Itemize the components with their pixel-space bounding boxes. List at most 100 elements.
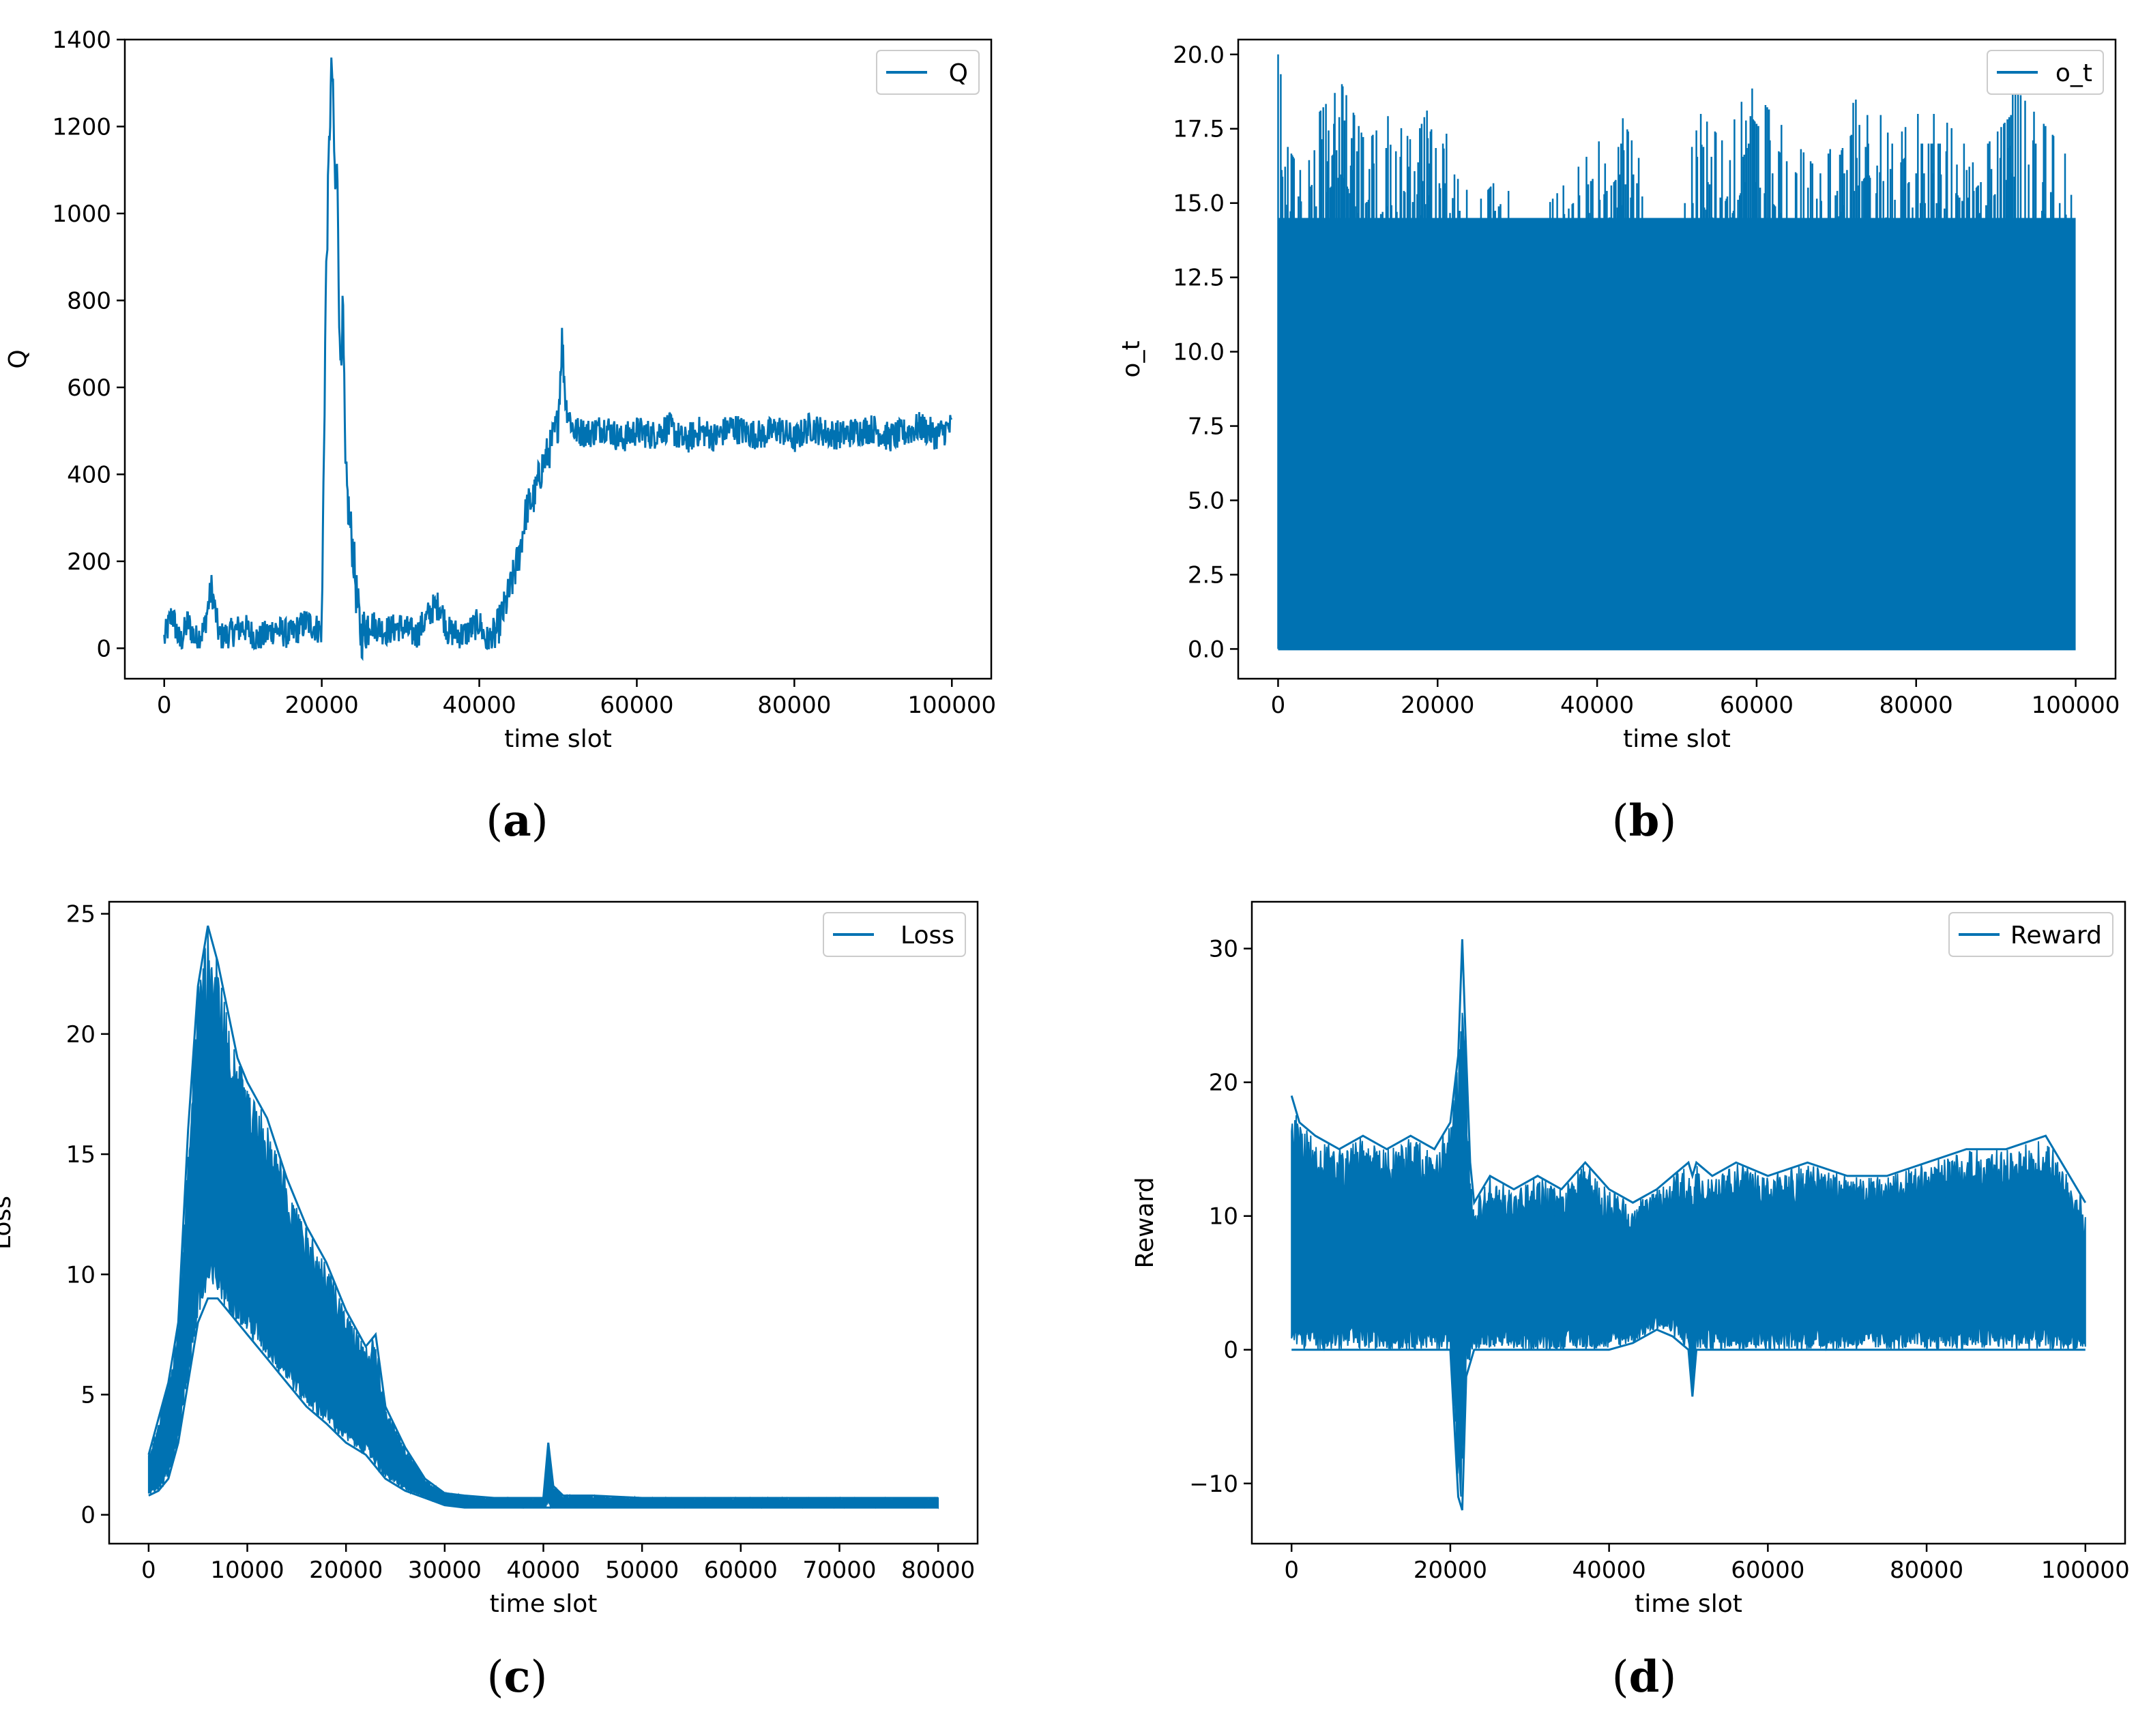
y-tick-label: 600 [67,374,111,402]
legend: o_t [1987,50,2104,95]
y-tick-label: 17.5 [1173,116,1225,143]
y-tick-label: 400 [67,461,111,488]
caption-paren-close: ) [530,1652,547,1703]
x-tick-label: 80000 [757,692,831,719]
caption-letter: c [504,1651,531,1703]
legend: Q [876,50,980,95]
x-tick-label: 40000 [1560,692,1634,719]
y-axis-label: Reward [1131,1177,1159,1268]
x-tick-label: 0 [1271,692,1286,719]
series-band-loss [147,927,939,1510]
y-tick-label: 12.5 [1173,265,1225,292]
caption-letter: d [1629,1651,1660,1703]
y-tick-label: 800 [67,287,111,314]
series-upper-reward [1290,939,2087,1206]
y-tick-label: 25 [66,901,96,928]
x-axis-label: time slot [504,725,612,753]
x-tick-label: 10000 [210,1557,284,1584]
caption-letter: a [503,795,531,847]
x-tick-label: 100000 [907,692,996,719]
y-tick-label: 20 [66,1021,96,1048]
panel-d: 0 20000 40000 60000 80000 100000 −10 0 10 20 30 tim… [1131,900,2130,1703]
y-tick-label: 10 [66,1261,96,1289]
series-band-reward [1291,1012,2086,1497]
y-tick-label: 10.0 [1173,339,1225,366]
caption-paren-close: ) [1659,796,1676,847]
x-axis-label: time slot [1623,725,1731,753]
x-tick-label: 30000 [408,1557,482,1584]
axes-frame [1237,38,2117,680]
axes-frame [1250,900,2126,1545]
x-tick-label: 40000 [506,1557,580,1584]
x-tick-label: 20000 [309,1557,383,1584]
x-tick-label: 20000 [1401,692,1474,719]
legend-label: o_t [2055,59,2092,87]
y-tick-label: 7.5 [1188,413,1225,441]
x-tick-label: 60000 [1720,692,1794,719]
axes-frame [123,38,993,680]
y-tick-label: 10 [1209,1203,1238,1231]
caption-paren-close: ) [1659,1652,1676,1703]
x-tick-label: 0 [141,1557,156,1584]
y-tick-label: 15 [66,1141,96,1168]
x-tick-label: 80000 [1879,692,1953,719]
x-tick-label: 40000 [442,692,516,719]
x-axis-label: time slot [490,1590,598,1618]
legend-box [823,912,966,957]
panel-b: 0 20000 40000 60000 80000 100000 0.0 2.5 5.0 7.5 1… [1117,38,2120,847]
caption-paren-open: ( [487,1652,504,1703]
y-tick-label: 1400 [52,27,111,54]
series-lower-reward [1291,1328,2086,1511]
legend-box [1987,50,2104,95]
legend: Loss [823,912,966,957]
panel-caption: (d) [1612,1651,1677,1703]
x-tick-label: 100000 [2041,1557,2130,1584]
series-line-q [163,57,953,662]
legend-label: Q [949,59,968,87]
y-tick-label: 200 [67,548,111,576]
legend-box [876,50,980,95]
y-tick-label: 2.5 [1188,561,1225,589]
x-tick-label: 0 [157,692,172,719]
y-tick-label: 30 [1209,936,1238,963]
caption-paren-open: ( [486,796,503,847]
x-tick-label: 70000 [802,1557,876,1584]
legend-label: Loss [901,922,954,950]
y-axis-label: o_t [1117,340,1145,377]
y-axis-label: Q [4,349,32,368]
y-tick-label: 20 [1209,1070,1238,1097]
x-tick-label: 20000 [1414,1557,1487,1584]
plot-area [147,925,939,1510]
x-tick-label: 80000 [901,1557,975,1584]
y-tick-label: 20.0 [1173,42,1225,69]
y-tick-label: −10 [1189,1471,1238,1498]
panel-caption: (c) [487,1651,548,1703]
x-tick-label: 50000 [605,1557,679,1584]
y-tick-label: 0 [81,1502,96,1529]
x-tick-label: 80000 [1890,1557,1963,1584]
panel-caption: (a) [486,795,548,847]
series-lower-loss [148,1297,939,1509]
y-axis-label: Loss [0,1196,16,1250]
x-tick-label: 20000 [285,692,359,719]
x-axis-label: time slot [1635,1590,1742,1618]
caption-letter: b [1629,795,1660,847]
panel-a: 0 20000 40000 60000 80000 100000 0 200 400 600 800… [4,27,996,847]
panel-c: 0 10000 20000 30000 40000 50000 60000 70000 8000… [0,901,979,1703]
y-tick-label: 0 [96,635,111,662]
legend-box [1948,912,2113,957]
y-tick-label: 15.0 [1173,190,1225,218]
caption-paren-open: ( [1612,1652,1629,1703]
x-tick-label: 40000 [1572,1557,1646,1584]
y-tick-label: 1200 [52,113,111,141]
y-tick-label: 5 [81,1381,96,1409]
panel-caption: (b) [1612,795,1677,847]
series-band-o_t [1278,218,2076,649]
x-tick-label: 100000 [2032,692,2120,719]
x-tick-label: 60000 [600,692,673,719]
series-upper-loss [147,925,939,1499]
legend: Reward [1948,912,2113,957]
y-tick-label: 1000 [52,201,111,228]
plot-area [1290,939,2087,1511]
